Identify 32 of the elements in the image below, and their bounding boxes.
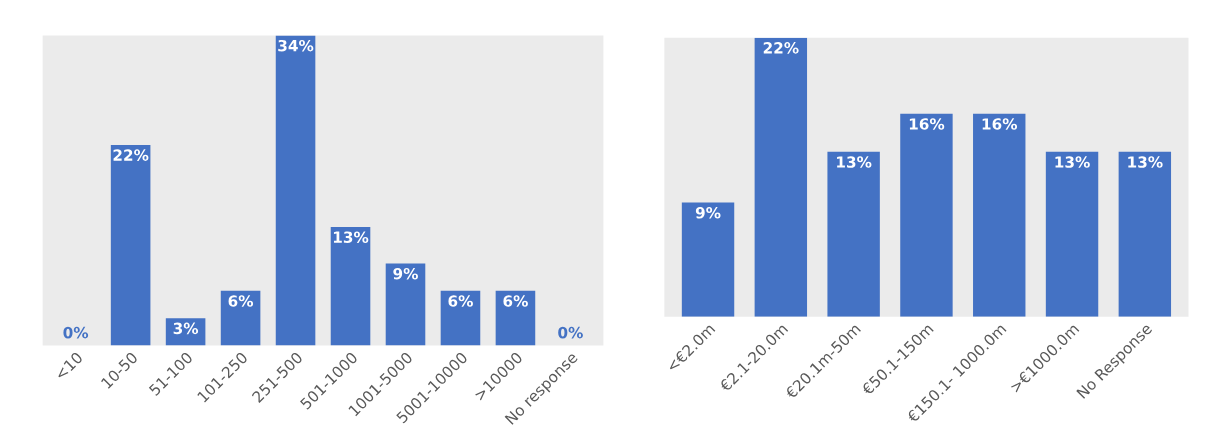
data-label: 6%	[503, 295, 528, 307]
x-tick-label: <10	[54, 351, 84, 381]
data-label: 9%	[393, 267, 418, 280]
data-label: 22%	[763, 42, 799, 54]
bar	[1045, 151, 1099, 317]
data-label: 6%	[228, 295, 254, 307]
bar	[754, 37, 808, 317]
data-label: 34%	[278, 39, 314, 52]
data-label: 13%	[1055, 156, 1090, 168]
bar	[1118, 151, 1172, 317]
bar	[681, 202, 735, 317]
data-label: 16%	[909, 118, 945, 130]
data-label: 0%	[558, 326, 583, 339]
bar	[827, 151, 880, 317]
bar	[110, 144, 151, 346]
data-label: 13%	[1128, 156, 1163, 168]
bar	[973, 113, 1026, 317]
data-label: 0%	[63, 326, 89, 339]
bar	[330, 226, 371, 346]
bar	[220, 290, 261, 346]
data-label: 22%	[113, 149, 149, 161]
data-label: 3%	[173, 322, 199, 335]
data-label: 13%	[837, 156, 872, 168]
bar	[385, 263, 426, 346]
data-label: 9%	[695, 207, 721, 219]
bar	[275, 35, 316, 346]
data-label: 6%	[448, 295, 473, 307]
data-label: 16%	[982, 118, 1018, 130]
bar	[495, 290, 536, 346]
bar	[900, 113, 953, 317]
bar	[440, 290, 481, 346]
data-label: 13%	[333, 231, 369, 243]
